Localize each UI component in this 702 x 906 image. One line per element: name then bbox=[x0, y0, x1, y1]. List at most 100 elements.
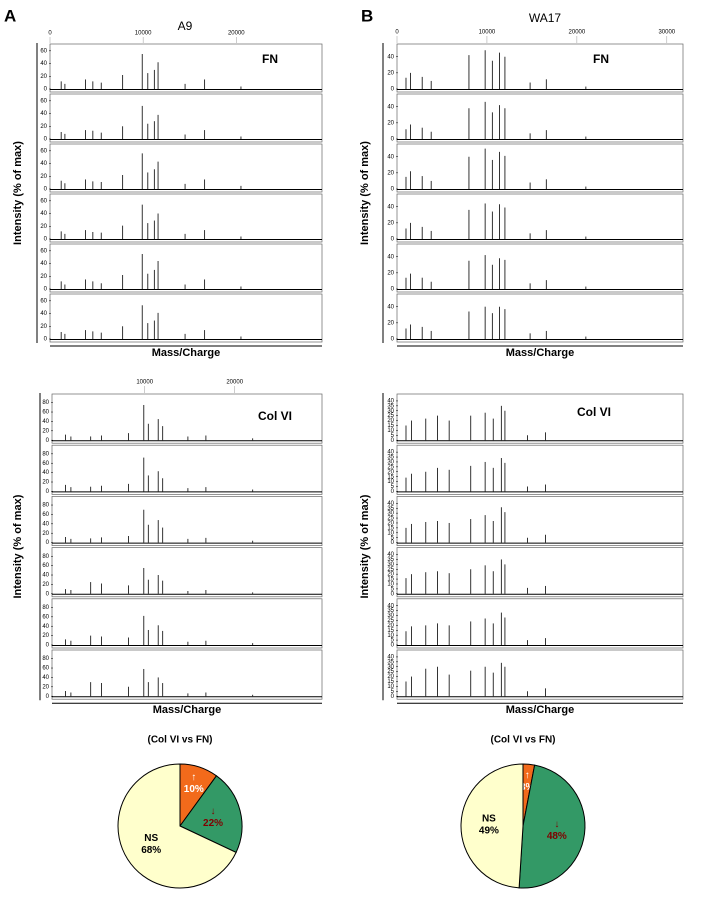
x-axis-label: Mass/Charge bbox=[152, 347, 220, 359]
x-tick-label: 0 bbox=[48, 31, 52, 37]
y-tick-label: 40 bbox=[40, 311, 47, 317]
pie-label-name: NS bbox=[144, 833, 158, 844]
y-tick-label: 20 bbox=[40, 74, 47, 80]
spectrum-frame bbox=[51, 598, 323, 649]
y-tick-label: 40 bbox=[42, 675, 49, 681]
y-tick-label: 20 bbox=[387, 220, 394, 226]
y-tick-label: 20 bbox=[387, 623, 394, 629]
group-label: FN bbox=[262, 52, 278, 66]
panel-title: WA17 bbox=[529, 11, 562, 25]
y-tick-label: 5 bbox=[391, 638, 395, 644]
y-tick-label: 40 bbox=[40, 261, 47, 267]
y-tick-label: 0 bbox=[44, 137, 48, 143]
y-tick-label: 40 bbox=[42, 419, 49, 425]
y-tick-label: 0 bbox=[391, 287, 395, 293]
y-tick-label: 0 bbox=[46, 643, 50, 649]
y-tick-label: 0 bbox=[391, 540, 395, 546]
spectrum-frame bbox=[51, 649, 323, 700]
pie-slice bbox=[518, 764, 586, 889]
y-tick-label: 0 bbox=[391, 137, 395, 143]
y-tick-label: 20 bbox=[42, 633, 49, 639]
y-tick-label: 35 bbox=[387, 403, 394, 409]
pie-label-value: 22% bbox=[203, 818, 223, 829]
pie-label-name: ↓ bbox=[554, 819, 559, 830]
y-axis-label: Intensity (% of max) bbox=[359, 494, 371, 598]
pie-label-name: ↑ bbox=[525, 770, 530, 781]
y-tick-label: 80 bbox=[42, 503, 49, 509]
y-tick-label: 10 bbox=[387, 633, 394, 639]
y-tick-label: 40 bbox=[40, 211, 47, 217]
y-tick-label: 20 bbox=[387, 674, 394, 680]
y-tick-label: 40 bbox=[40, 61, 47, 67]
group-label: Col VI bbox=[258, 409, 292, 423]
y-tick-label: 60 bbox=[42, 563, 49, 569]
spectrum-frame bbox=[396, 93, 684, 143]
pie-slice bbox=[117, 763, 237, 889]
y-tick-label: 30 bbox=[387, 613, 394, 619]
y-tick-label: 20 bbox=[387, 170, 394, 176]
y-tick-label: 40 bbox=[387, 603, 394, 609]
y-tick-label: 80 bbox=[42, 400, 49, 406]
spectrum-frame bbox=[396, 143, 684, 193]
y-tick-label: 10 bbox=[387, 428, 394, 434]
y-tick-label: 35 bbox=[387, 506, 394, 512]
panel-letter: A bbox=[4, 6, 16, 25]
y-tick-label: 10 bbox=[387, 530, 394, 536]
y-tick-label: 0 bbox=[391, 337, 395, 343]
y-tick-label: 10 bbox=[387, 684, 394, 690]
y-tick-label: 0 bbox=[391, 643, 395, 649]
y-tick-label: 25 bbox=[387, 464, 394, 470]
y-tick-label: 0 bbox=[44, 187, 48, 193]
y-tick-label: 60 bbox=[42, 666, 49, 672]
pie-label-value: 10% bbox=[184, 784, 204, 795]
x-axis-label: Mass/Charge bbox=[506, 704, 574, 716]
y-tick-label: 60 bbox=[42, 410, 49, 416]
x-tick-label: 30000 bbox=[658, 30, 675, 36]
y-tick-label: 60 bbox=[42, 512, 49, 518]
y-tick-label: 0 bbox=[44, 87, 48, 93]
y-tick-label: 15 bbox=[387, 474, 394, 480]
x-tick-label: 0 bbox=[395, 30, 399, 36]
y-tick-label: 5 bbox=[391, 689, 395, 695]
spectrum-frame bbox=[49, 243, 323, 293]
y-axis-label: Intensity (% of max) bbox=[12, 494, 24, 598]
y-tick-label: 60 bbox=[42, 461, 49, 467]
x-tick-label: 10000 bbox=[135, 31, 152, 37]
spectrum-frame bbox=[396, 243, 684, 293]
y-tick-label: 15 bbox=[387, 577, 394, 583]
y-tick-label: 0 bbox=[44, 337, 48, 343]
y-tick-label: 10 bbox=[387, 582, 394, 588]
y-tick-label: 20 bbox=[40, 274, 47, 280]
y-tick-label: 40 bbox=[42, 521, 49, 527]
y-tick-label: 0 bbox=[391, 187, 395, 193]
y-tick-label: 20 bbox=[387, 418, 394, 424]
pie-label-name: ↓ bbox=[211, 806, 216, 817]
spectrum-frame bbox=[49, 93, 323, 143]
y-tick-label: 40 bbox=[387, 254, 394, 260]
y-tick-label: 25 bbox=[387, 413, 394, 419]
y-tick-label: 20 bbox=[42, 582, 49, 588]
y-tick-label: 60 bbox=[40, 198, 47, 204]
y-tick-label: 25 bbox=[387, 618, 394, 624]
pie-label-value: 68% bbox=[141, 845, 161, 856]
y-tick-label: 5 bbox=[391, 586, 395, 592]
y-tick-label: 20 bbox=[42, 684, 49, 690]
y-tick-label: 20 bbox=[40, 124, 47, 130]
y-tick-label: 40 bbox=[387, 450, 394, 456]
y-tick-label: 20 bbox=[387, 572, 394, 578]
y-tick-label: 25 bbox=[387, 516, 394, 522]
y-tick-label: 40 bbox=[387, 204, 394, 210]
x-tick-label: 10000 bbox=[479, 30, 496, 36]
y-tick-label: 0 bbox=[46, 591, 50, 597]
y-tick-label: 15 bbox=[387, 525, 394, 531]
y-tick-label: 0 bbox=[44, 287, 48, 293]
pie-slice bbox=[460, 763, 524, 889]
x-axis-label: Mass/Charge bbox=[153, 704, 221, 716]
y-tick-label: 60 bbox=[40, 248, 47, 254]
pie-title: (Col VI vs FN) bbox=[147, 735, 212, 746]
y-tick-label: 10 bbox=[387, 479, 394, 485]
y-tick-label: 40 bbox=[42, 573, 49, 579]
pie-label-value: 49% bbox=[479, 826, 499, 837]
